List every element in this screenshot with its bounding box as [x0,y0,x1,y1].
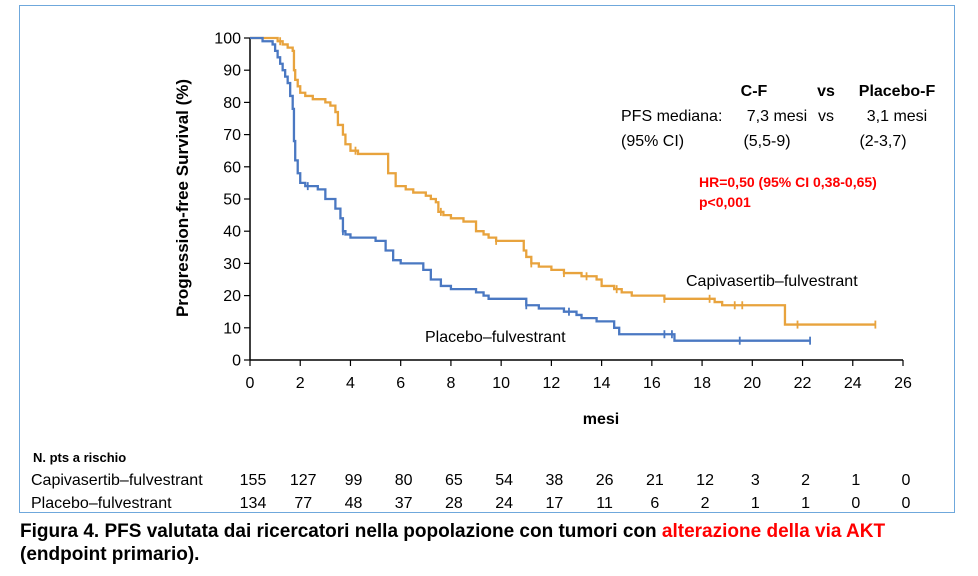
p-value-text: p<0,001 [699,194,751,210]
row1-label: PFS mediana: [621,108,722,125]
risk-table-cell: 77 [294,495,312,512]
risk-row-label-placebo: Placebo–fulvestrant [31,495,172,512]
km-chart: 0 2 4 6 8 10 12 14 16 18 20 22 24 2601020304050607080… [31,31,935,513]
risk-table-cell: 80 [395,472,413,489]
x-tick-label: 8 [446,375,455,392]
y-tick-label: 90 [223,63,241,80]
row2-placebo-ci: (2-3,7) [859,133,906,150]
placebo-series-label: Placebo–fulvestrant [425,329,566,346]
x-tick-label: 10 [492,375,510,392]
pfs-summary-table: C-F vs Placebo-F PFS mediana: 7,3 mesi v… [621,83,935,150]
y-tick-label: 80 [223,95,241,112]
caption-text-end: (endpoint primario). [20,544,200,565]
y-tick-label: 40 [223,224,241,241]
risk-table-cell: 12 [696,472,714,489]
risk-table-cell: 6 [650,495,659,512]
y-tick-label: 0 [232,353,241,370]
capivasertib-series-label: Capivasertib–fulvestrant [686,273,858,290]
x-tick-label: 16 [643,375,661,392]
risk-table-cell: 0 [902,495,911,512]
risk-table-cell: 0 [851,495,860,512]
risk-table-cell: 54 [495,472,513,489]
row2-label: (95% CI) [621,133,684,150]
x-tick-label: 4 [346,375,355,392]
x-tick-label: 22 [794,375,812,392]
risk-table-cell: 99 [345,472,363,489]
x-tick-label: 2 [296,375,305,392]
y-tick-label: 20 [223,288,241,305]
x-tick-label: 0 [246,375,255,392]
x-tick-label: 20 [743,375,761,392]
figure-caption: Figura 4. PFS valutata dai ricercatori n… [20,520,960,566]
series-layer [250,36,877,345]
risk-table-cell: 1 [751,495,760,512]
risk-table-cell: 155 [240,472,267,489]
y-tick-label: 50 [223,192,241,209]
risk-table-cell: 3 [751,472,760,489]
risk-table-cell: 65 [445,472,463,489]
risk-table-cell: 1 [801,495,810,512]
risk-table-cell: 127 [290,472,317,489]
x-tick-label: 24 [844,375,862,392]
y-axis-label: Progression-free Survival (%) [173,79,192,317]
risk-table-cell: 1 [851,472,860,489]
col-header-placebo: Placebo-F [859,83,936,100]
x-tick-label: 26 [894,375,912,392]
risk-table-cell: 48 [345,495,363,512]
y-tick-label: 10 [223,320,241,337]
row1-vs: vs [818,108,834,125]
risk-table-cell: 38 [545,472,563,489]
hazard-ratio-text: HR=0,50 (95% CI 0,38-0,65) [699,174,877,190]
risk-table-cell: 2 [801,472,810,489]
hazard-ratio-note: HR=0,50 (95% CI 0,38-0,65) p<0,001 [699,174,877,210]
y-tick-label: 100 [214,31,241,48]
risk-table-cell: 11 [596,495,613,512]
risk-table-cell: 37 [395,495,413,512]
row2-cf-ci: (5,5-9) [743,133,790,150]
risk-table-cell: 26 [596,472,614,489]
risk-table-cell: 21 [646,472,664,489]
figure-frame [19,5,955,513]
y-tick-label: 60 [223,159,241,176]
x-tick-label: 14 [593,375,611,392]
x-axis-label: mesi [583,411,619,428]
placebo-survival-curve [250,36,811,342]
risk-table-cell: 17 [545,495,563,512]
col-header-cf: C-F [741,83,768,100]
row1-placebo-value: 3,1 mesi [867,108,927,125]
capivasertib-survival-curve [250,36,876,326]
col-header-vs: vs [817,83,835,100]
risk-row-label-capivasertib: Capivasertib–fulvestrant [31,472,203,489]
risk-table-cell: 28 [445,495,463,512]
risk-table-cell: 134 [240,495,267,512]
x-tick-label: 18 [693,375,711,392]
row1-cf-value: 7,3 mesi [747,108,807,125]
risk-table-cell: 0 [902,472,911,489]
caption-highlight: alterazione della via AKT [661,521,886,542]
x-tick-label: 12 [542,375,560,392]
axes: 0 2 4 6 8 10 12 14 16 18 20 22 24 2601020304050607080… [214,31,912,393]
y-tick-label: 70 [223,127,241,144]
y-tick-label: 30 [223,256,241,273]
risk-table-cell: 2 [701,495,710,512]
risk-table-title: N. pts a rischio [33,450,126,465]
caption-text-start: Figura 4. PFS valutata dai ricercatori n… [20,521,662,542]
risk-table-cell: 24 [495,495,513,512]
x-tick-label: 6 [396,375,405,392]
